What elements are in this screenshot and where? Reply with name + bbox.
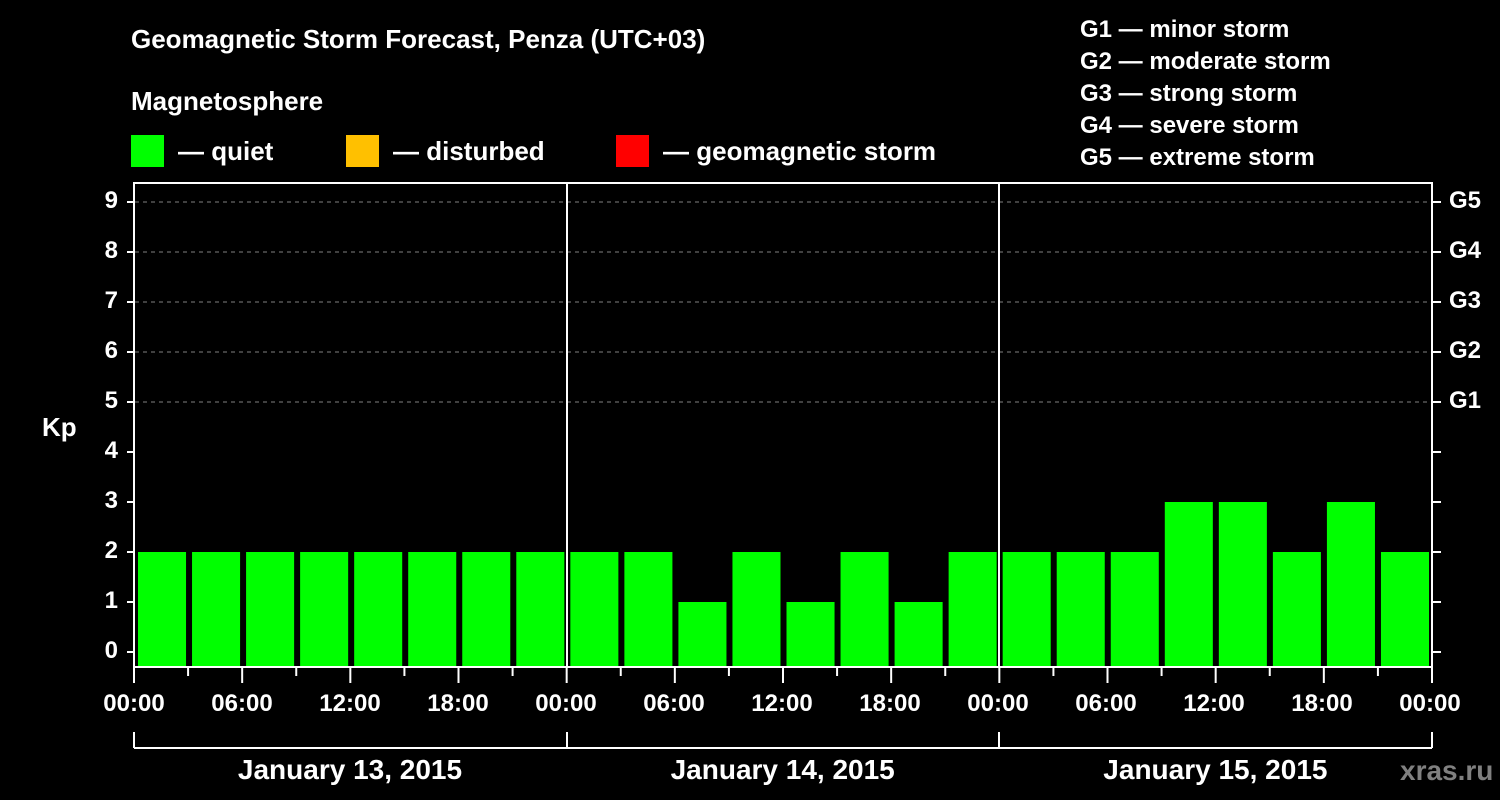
g-scale-g5: G5 — extreme storm	[1080, 144, 1315, 171]
kp-bar	[570, 552, 619, 667]
g-scale-g4: G4 — severe storm	[1080, 112, 1299, 139]
chart-subtitle: Magnetosphere	[131, 86, 324, 116]
day-label: January 14, 2015	[670, 754, 895, 785]
legend-swatch-disturbed	[346, 135, 379, 167]
kp-bar	[1164, 502, 1213, 667]
x-tick-label: 06:00	[643, 690, 705, 717]
x-tick-label: 18:00	[427, 690, 489, 717]
kp-bar	[948, 552, 997, 667]
y-axis-label: Kp	[42, 412, 77, 442]
g-scale-g2: G2 — moderate storm	[1080, 48, 1331, 75]
kp-bar	[786, 602, 835, 667]
kp-bar	[1272, 552, 1321, 667]
kp-bar	[732, 552, 781, 667]
x-tick-label: 18:00	[1291, 690, 1353, 717]
x-tick-label: 18:00	[859, 690, 921, 717]
chart-title: Geomagnetic Storm Forecast, Penza (UTC+0…	[131, 24, 706, 54]
g-tick-label: G5	[1449, 187, 1482, 214]
x-tick-label: 12:00	[319, 690, 381, 717]
y-tick-label: 6	[104, 337, 118, 364]
g-scale-g1: G1 — minor storm	[1080, 16, 1290, 43]
legend-swatch-quiet	[131, 135, 164, 167]
kp-bar	[516, 552, 565, 667]
kp-bar	[408, 552, 457, 667]
kp-bar	[1218, 502, 1267, 667]
y-tick-label: 0	[104, 637, 118, 664]
g-scale-g3: G3 — strong storm	[1080, 80, 1298, 107]
y-tick-label: 2	[104, 537, 118, 564]
y-tick-label: 3	[104, 487, 118, 514]
g-scale-legend: G1 — minor storm G2 — moderate storm G3 …	[1080, 14, 1331, 174]
x-tick-label: 12:00	[1183, 690, 1245, 717]
y-tick-label: 8	[104, 237, 118, 264]
x-tick-label: 00:00	[103, 690, 165, 717]
kp-bar	[1380, 552, 1429, 667]
kp-bar	[840, 552, 889, 667]
g-tick-label: G1	[1449, 387, 1482, 414]
g-tick-label: G4	[1449, 237, 1482, 264]
y-tick-label: 9	[104, 187, 118, 214]
kp-bar	[1110, 552, 1159, 667]
watermark: xras.ru	[1400, 755, 1494, 786]
kp-bar	[894, 602, 943, 667]
legend-label-storm: — geomagnetic storm	[663, 135, 937, 166]
legend-item-disturbed: — disturbed	[346, 135, 545, 167]
kp-bar	[462, 552, 511, 667]
kp-bar	[354, 552, 403, 667]
kp-bar	[246, 552, 295, 667]
legend-item-quiet: — quiet	[131, 135, 273, 167]
x-tick-label: 00:00	[1399, 690, 1461, 717]
kp-bar	[138, 552, 187, 667]
kp-bar	[300, 552, 349, 667]
day-label: January 15, 2015	[1103, 754, 1328, 785]
legend-item-storm: — geomagnetic storm	[616, 135, 936, 167]
kp-bar	[678, 602, 727, 667]
kp-bar	[1326, 502, 1375, 667]
y-tick-label: 4	[104, 437, 118, 464]
g-tick-label: G2	[1449, 337, 1482, 364]
legend-label-quiet: — quiet	[178, 135, 274, 166]
g-tick-label: G3	[1449, 287, 1482, 314]
y-tick-label: 1	[104, 587, 118, 614]
kp-bar	[1056, 552, 1105, 667]
kp-bar	[192, 552, 241, 667]
x-tick-label: 00:00	[967, 690, 1029, 717]
legend-swatch-storm	[616, 135, 649, 167]
y-tick-label: 7	[104, 287, 118, 314]
kp-bar	[624, 552, 673, 667]
kp-bar	[1002, 552, 1051, 667]
x-tick-label: 06:00	[1075, 690, 1137, 717]
day-label: January 13, 2015	[237, 754, 463, 785]
x-tick-label: 06:00	[211, 690, 273, 717]
y-tick-label: 5	[104, 387, 118, 414]
x-tick-label: 12:00	[751, 690, 813, 717]
legend-label-disturbed: — disturbed	[393, 135, 545, 166]
x-tick-label: 00:00	[535, 690, 597, 717]
